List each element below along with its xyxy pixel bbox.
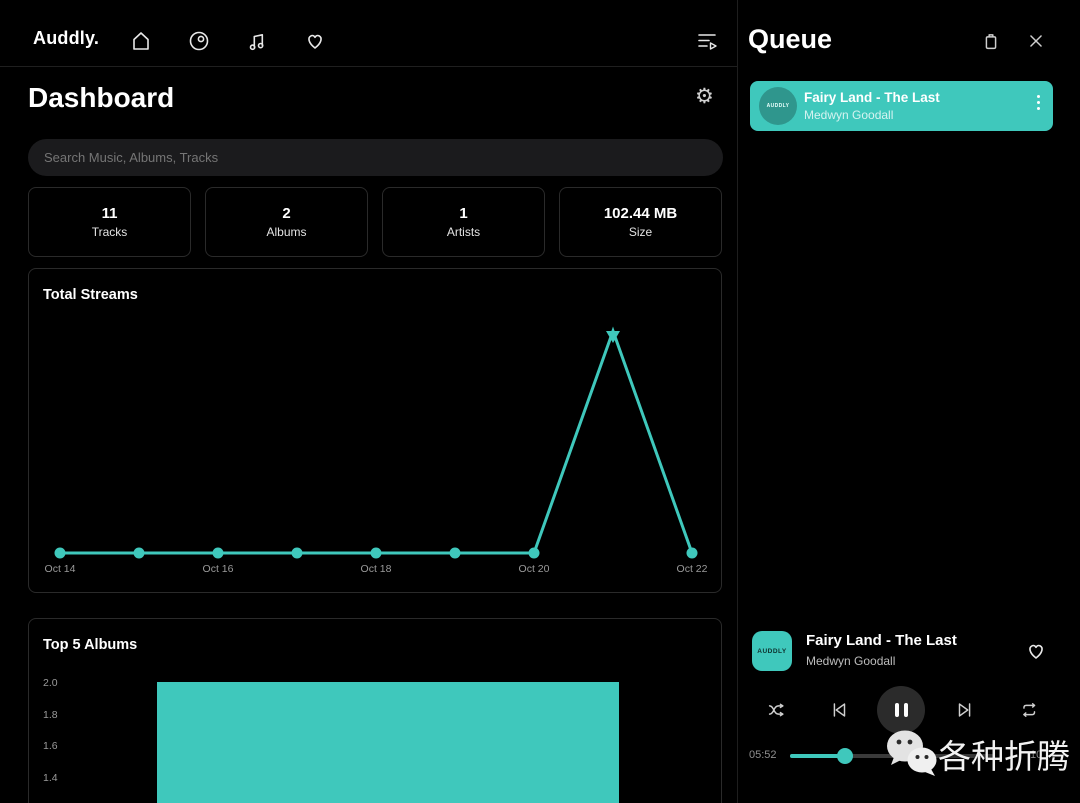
home-icon[interactable]: [129, 29, 153, 53]
pause-button[interactable]: [877, 686, 925, 734]
music-note-icon[interactable]: [245, 29, 269, 53]
album-bar: [157, 682, 619, 803]
previous-track-icon[interactable]: [828, 699, 850, 721]
queue-item[interactable]: AUDDLY Fairy Land - The Last Medwyn Good…: [750, 81, 1053, 131]
stat-card-albums: 2 Albums: [205, 187, 368, 257]
thumbnail-label: AUDDLY: [766, 103, 790, 109]
svg-text:Oct 22: Oct 22: [677, 563, 708, 575]
top-nav: Auddly.: [0, 0, 737, 67]
svg-text:Oct 18: Oct 18: [361, 563, 392, 575]
page-title: Dashboard: [28, 82, 175, 113]
stat-value: 102.44 MB: [603, 205, 678, 222]
svg-text:Oct 20: Oct 20: [519, 563, 550, 575]
stat-card-artists: 1 Artists: [382, 187, 545, 257]
y-tick: 1.8: [43, 709, 58, 721]
total-streams-line-chart: Oct 14 Oct 16 Oct 18 Oct 20 Oct 22: [45, 326, 708, 575]
stat-label: Artists: [446, 225, 481, 239]
seek-bar-fill: [790, 754, 845, 758]
y-tick: 1.4: [43, 772, 58, 784]
stat-value: 11: [101, 205, 118, 222]
like-heart-icon[interactable]: [1024, 639, 1048, 663]
queue-item-menu-icon[interactable]: [1033, 95, 1043, 110]
stat-value: 2: [282, 205, 291, 222]
queue-item-artist: Medwyn Goodall: [804, 108, 894, 122]
elapsed-time: 05:52: [749, 749, 777, 761]
seek-bar-thumb[interactable]: [837, 748, 853, 764]
chart-title: Top 5 Albums: [43, 637, 138, 653]
app-logo: Auddly.: [33, 28, 100, 48]
stat-label: Size: [628, 225, 653, 239]
queue-title: Queue: [748, 24, 833, 54]
top-albums-card: Top 5 Albums 2.0 1.8 1.6 1.4: [28, 618, 722, 803]
duration-time: 10: [1030, 749, 1043, 761]
search-input[interactable]: [28, 139, 723, 176]
svg-text:Oct 16: Oct 16: [203, 563, 234, 575]
player-album-art: AUDDLY: [752, 631, 792, 671]
total-streams-card: Total Streams Oct 14 Oct 16 Oct 18 Oct 20 Oc…: [28, 268, 722, 593]
favorites-heart-icon[interactable]: [303, 29, 327, 53]
seek-bar[interactable]: [790, 748, 995, 764]
stat-card-tracks: 11 Tracks: [28, 187, 191, 257]
queue-item-title: Fairy Land - The Last: [804, 90, 940, 105]
chart-title: Total Streams: [43, 287, 138, 303]
panel-divider: [737, 0, 738, 803]
player-artist: Medwyn Goodall: [806, 654, 896, 668]
y-tick: 2.0: [43, 677, 58, 689]
discover-disc-icon[interactable]: [187, 29, 211, 53]
settings-gear-icon[interactable]: ⚙: [695, 85, 714, 108]
svg-text:Oct 14: Oct 14: [45, 563, 76, 575]
y-tick: 1.6: [43, 740, 58, 752]
queue-item-thumbnail: AUDDLY: [759, 87, 797, 125]
next-track-icon[interactable]: [954, 699, 976, 721]
repeat-icon[interactable]: [1018, 699, 1040, 721]
stat-label: Tracks: [91, 225, 128, 239]
queue-toggle-icon[interactable]: [695, 30, 719, 52]
close-queue-icon[interactable]: [1025, 30, 1047, 52]
stat-value: 1: [459, 205, 468, 222]
clear-queue-trash-icon[interactable]: [980, 30, 1002, 52]
shuffle-icon[interactable]: [765, 699, 787, 721]
album-art-label: AUDDLY: [757, 647, 787, 655]
stat-card-size: 102.44 MB Size: [559, 187, 722, 257]
wechat-logo-icon: [887, 730, 937, 776]
player-track-title: Fairy Land - The Last: [806, 632, 957, 649]
stat-label: Albums: [266, 225, 307, 239]
